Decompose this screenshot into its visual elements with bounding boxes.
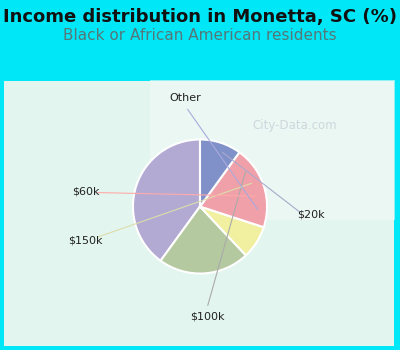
FancyBboxPatch shape [4,81,394,346]
Wedge shape [200,152,267,227]
Wedge shape [200,206,264,256]
Text: $100k: $100k [190,312,225,322]
Text: $150k: $150k [68,236,103,246]
Text: Income distribution in Monetta, SC (%): Income distribution in Monetta, SC (%) [3,8,397,26]
Text: City-Data.com: City-Data.com [253,119,337,132]
Wedge shape [200,139,240,206]
Text: $60k: $60k [72,186,100,196]
Text: Other: Other [169,93,201,103]
Wedge shape [133,139,200,261]
FancyBboxPatch shape [150,80,395,220]
Text: $20k: $20k [297,209,324,219]
Text: Black or African American residents: Black or African American residents [63,28,337,42]
Wedge shape [160,206,246,274]
